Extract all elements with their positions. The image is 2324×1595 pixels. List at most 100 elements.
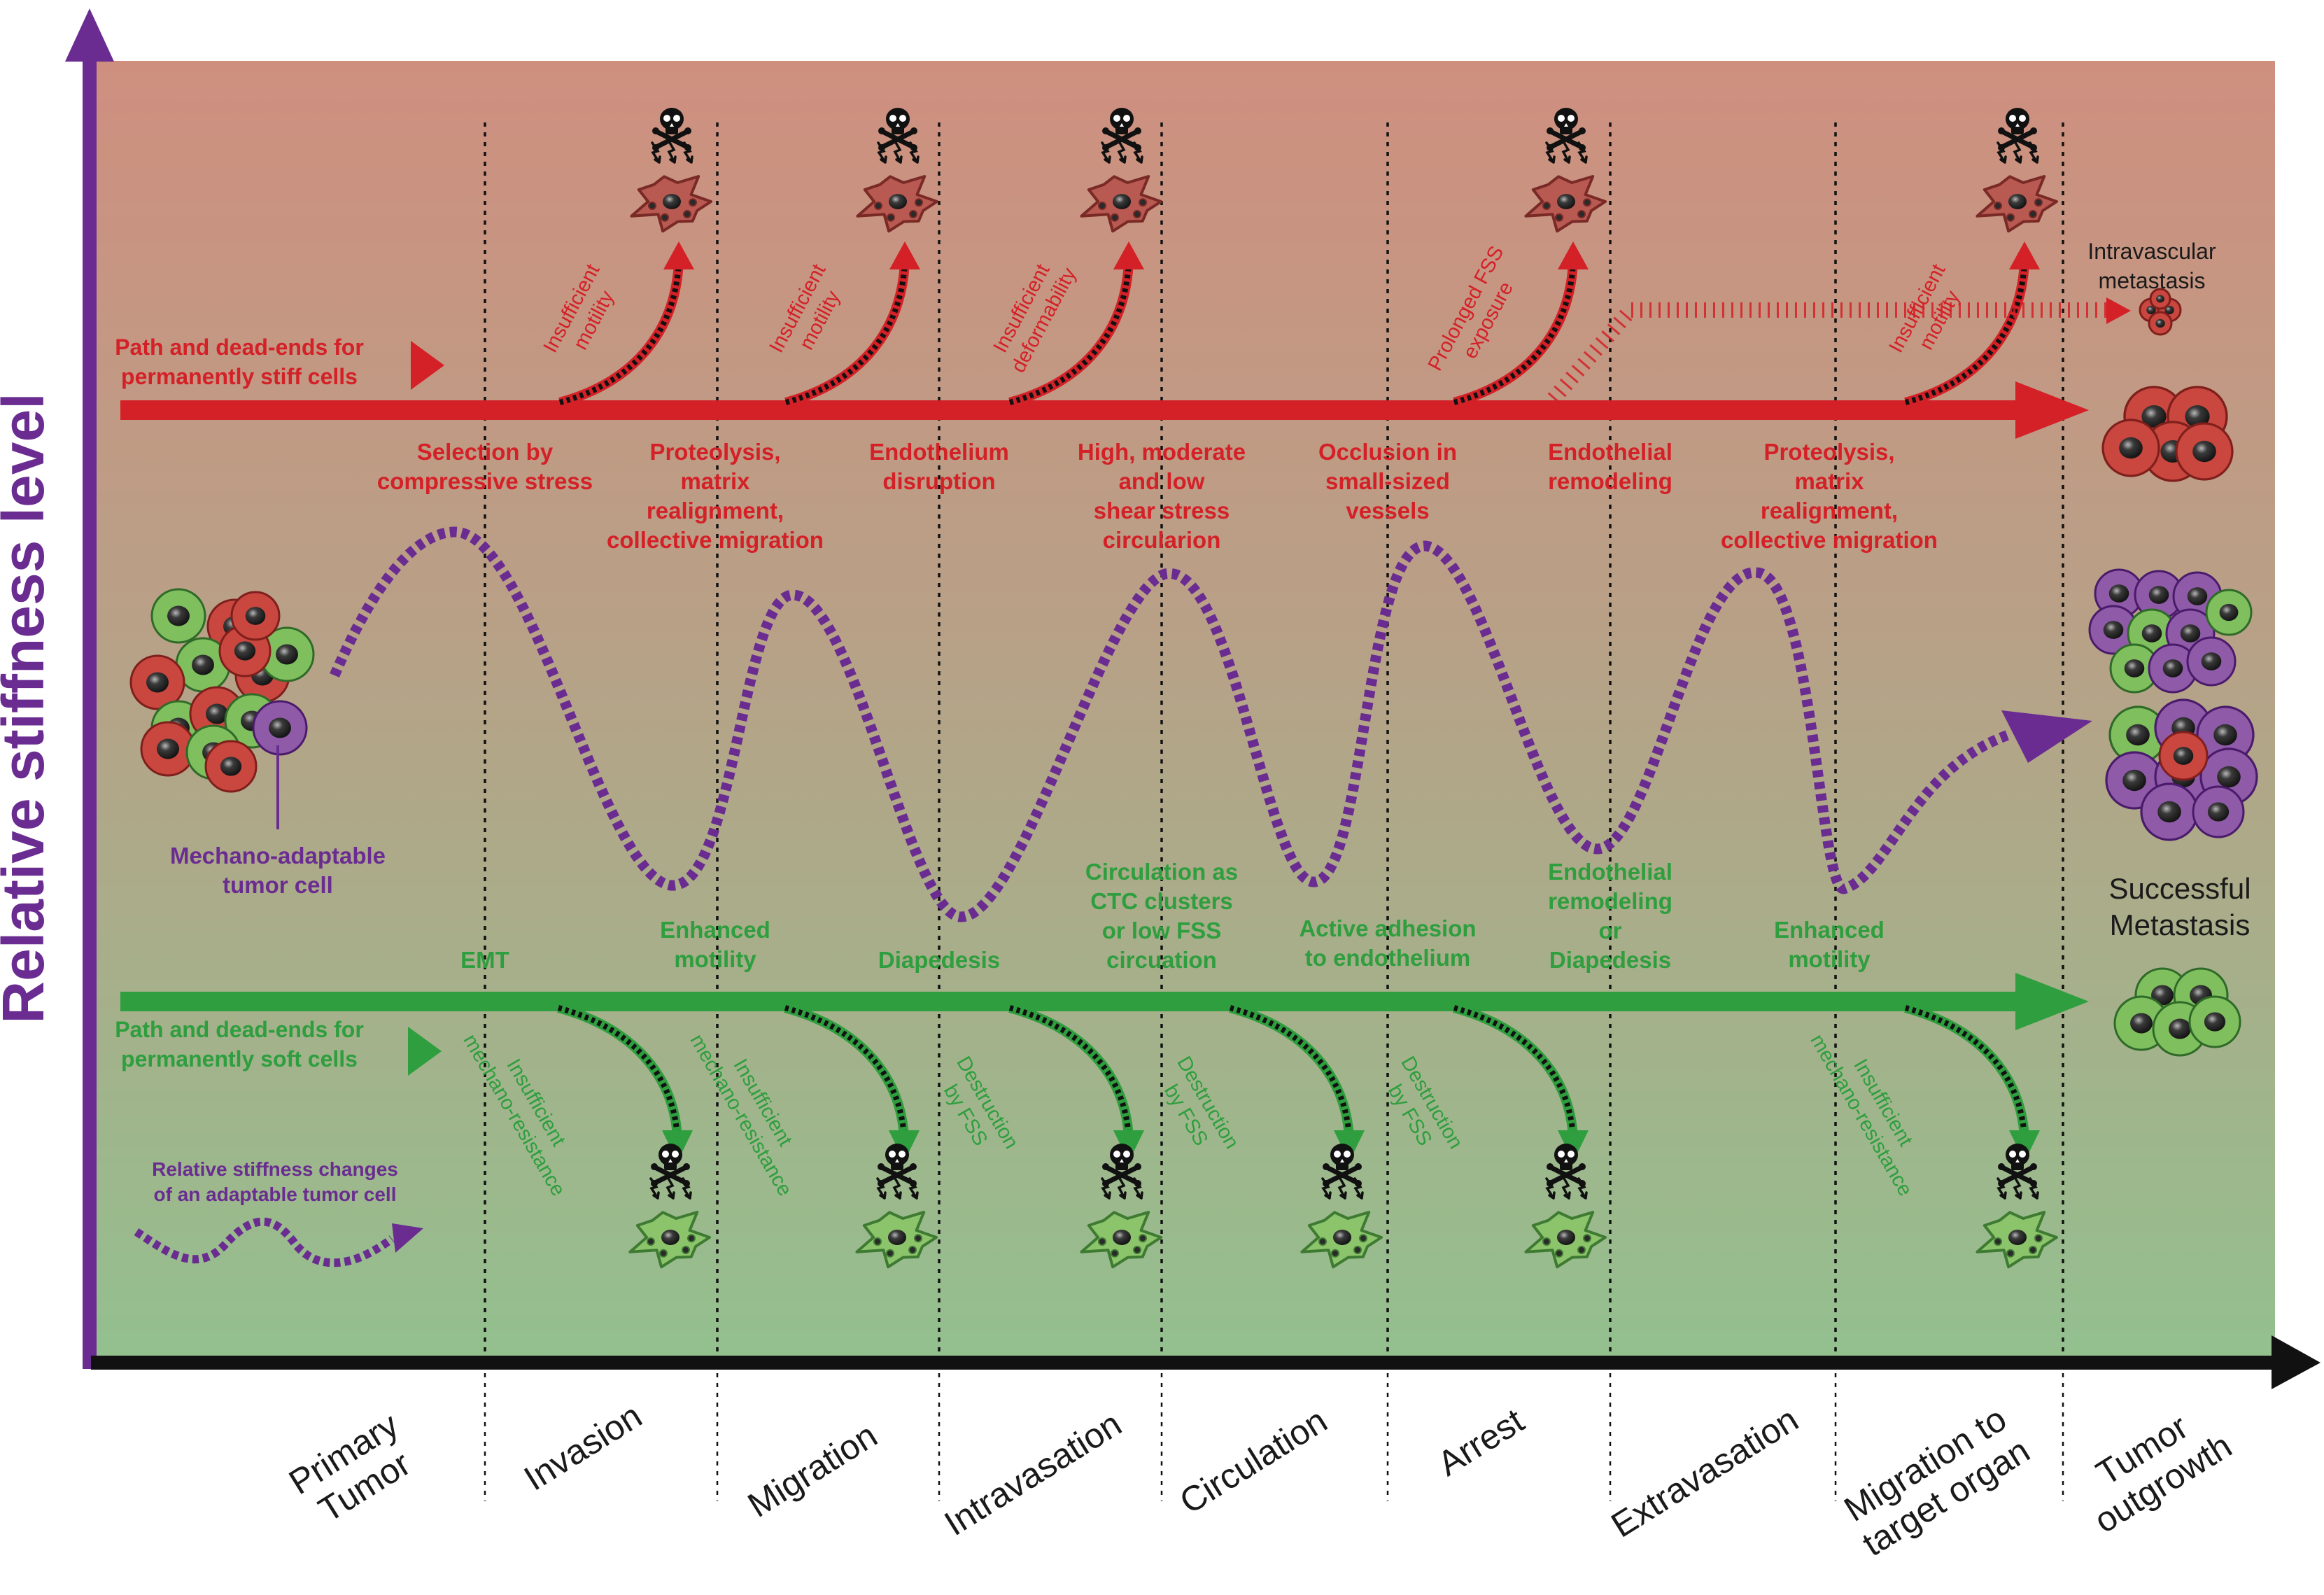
soft-requirement-line: Enhanced [660,917,770,943]
soft-requirement: Enhanced motility [1774,917,1885,972]
stiff-dead-cell-fragment [2034,198,2043,207]
plot-background [96,61,2275,1363]
stage-label: Circulation [1173,1400,1334,1522]
stiff-dead-cell-fragment [661,213,669,222]
soft-dead-cell-fragment [1098,1237,1106,1246]
soft-outcome-cell-nucleus [2130,1013,2153,1034]
stiff-legend-arrow [411,341,444,390]
soft-outcome-cell-nucleus [2169,1018,2191,1039]
stiff-requirement-line: collective migration [1721,527,1938,553]
soft-path-label-line: Path and dead-ends for [115,1017,364,1042]
adaptable-wave-curve [330,526,2010,922]
stiff-dead-end-curve-dash [1904,262,2027,405]
stiff-requirement-line: vessels [1346,498,1429,524]
legend-wave-arrowhead [392,1223,423,1253]
stage-label-group: Intravasation [938,1404,1128,1543]
stage-label-group: PrimaryTumor [282,1405,417,1529]
soft-requirement-line: Diapedesis [878,947,1000,973]
stiff-requirement: High, moderate and low shear stress circula… [1078,439,1246,553]
soft-requirement-line: Enhanced [1774,917,1885,943]
stiff-path-arrowhead [2015,381,2089,439]
stage-label-group: Migration [741,1415,884,1524]
axes [65,8,2321,1389]
stiff-dead-cell-fragment [1583,198,1591,207]
soft-requirement: Active adhesion to endothelium [1299,915,1476,971]
stiff-requirement: Endothelium disruption [869,439,1009,494]
dead-ends [557,108,2131,1269]
stiff-requirement-line: matrix [1794,468,1864,494]
soft-dead-cell-nucleus [1333,1230,1351,1245]
adaptable-outcome-cell-nucleus [2148,586,2169,604]
soft-dead-cell-fragment [647,1237,655,1246]
adaptable-outcome-cell-nucleus [2173,747,2194,765]
soft-dead-cell-fragment [1359,1234,1367,1243]
stiff-requirement: Proteolysis, matrix realignment, collective… [607,439,824,553]
adaptable-outcome-cell-nucleus [2219,603,2239,621]
stage-label-group: Extravasation [1605,1400,1805,1545]
stiff-outcome-cell-nucleus [2192,440,2216,463]
successful-metastasis-label-line: Successful [2108,872,2251,905]
stage-label-group: Migration totarget organ [1835,1398,2036,1564]
primary-tumor-cell-nucleus [146,672,169,693]
soft-dead-cell-fragment [1577,1246,1586,1254]
stiff-requirement-line: Proteolysis, [1763,439,1894,465]
stiff-dead-end-curve-dash [1453,262,1576,405]
stage-label: Migration [741,1415,884,1524]
adaptable-outcome-cell-nucleus [2122,769,2146,792]
stiff-requirement: Occlusion in small-sized vessels [1318,439,1457,524]
stiff-dead-cell-fragment [648,202,656,210]
stiff-dead-cell-fragment [1098,202,1106,210]
stiff-requirement-line: realignment, [1761,498,1898,524]
stiff-requirement-line: realignment, [647,498,784,524]
soft-requirement: Diapedesis [878,947,1000,973]
stiff-dead-cell-fragment [683,210,691,218]
stiff-dead-end-arrowhead [1558,241,1589,269]
stiff-requirement-line: shear stress [1094,498,1230,524]
stage-label: Migration totarget organ [1835,1398,2036,1564]
stiff-outcome-cell-nucleus [2141,405,2167,428]
adaptable-outcome-cell-nucleus [2157,801,2181,823]
stiff-dead-end-curve-dash [558,262,682,405]
soft-dead-cell-fragment [908,1246,917,1254]
soft-requirement-line: or low FSS [1102,918,1222,943]
adaptable-outcome-cell-nucleus [2141,624,2162,642]
soft-requirement-line: or [1599,918,1622,943]
soft-requirement-line: circuation [1106,947,1217,973]
stiff-requirement-line: small-sized [1325,468,1450,494]
successful-metastasis-label: Successful Metastasis [2108,872,2251,941]
soft-requirement-line: motility [674,946,756,972]
soft-dead-cell-fragment [2006,1249,2015,1258]
stiff-requirement-line: matrix [680,468,750,494]
soft-dead-cell-fragment [682,1246,690,1254]
soft-dead-cell-fragment [886,1249,894,1258]
stiff-path-arrow [120,400,2022,420]
stiff-requirement-line: and low [1119,468,1205,494]
successful-metastasis-label-line: Metastasis [2110,908,2251,941]
soft-requirement: Enhanced motility [660,917,770,972]
soft-dead-cell-fragment [687,1234,696,1243]
adaptable-outcome-cell-nucleus [2162,659,2183,677]
primary-tumor-cell-nucleus [245,607,266,625]
stiff-requirement-line: Endothelial [1548,439,1672,465]
stiff-requirement: Selection by compressive stress [377,439,593,494]
stage-label-group: Arrest [1431,1400,1531,1483]
adaptable-wave-arrowhead [2001,710,2092,763]
soft-dead-cell-fragment [1133,1246,1141,1254]
stage-label-line: Extravasation [1605,1400,1805,1545]
stiff-dead-cell-nucleus [889,194,907,209]
stiff-dead-end-arrowhead [663,241,694,269]
soft-dead-end-curve-dash [784,1005,907,1138]
stiff-dead-cell-fragment [2029,210,2037,218]
soft-requirement-line: motility [1788,946,1871,972]
adaptable-outcome-cell-nucleus [2124,659,2145,677]
stiff-dead-cell-nucleus [1113,194,1131,209]
stiff-path-label: Path and dead-ends for permanently stiff … [115,335,364,389]
stiff-dead-cell-fragment [915,198,923,207]
intravascular-arrowhead [2106,297,2131,324]
stage-label: Intravasation [938,1404,1128,1543]
adaptable-stiffness-wave [134,526,2092,1267]
intravascular-label-line: Intravascular [2087,239,2216,264]
soft-requirement-line: to endothelium [1305,945,1470,971]
adaptable-outcome-cell-nucleus [2207,802,2230,822]
stiff-dead-cell-fragment [1542,202,1551,210]
